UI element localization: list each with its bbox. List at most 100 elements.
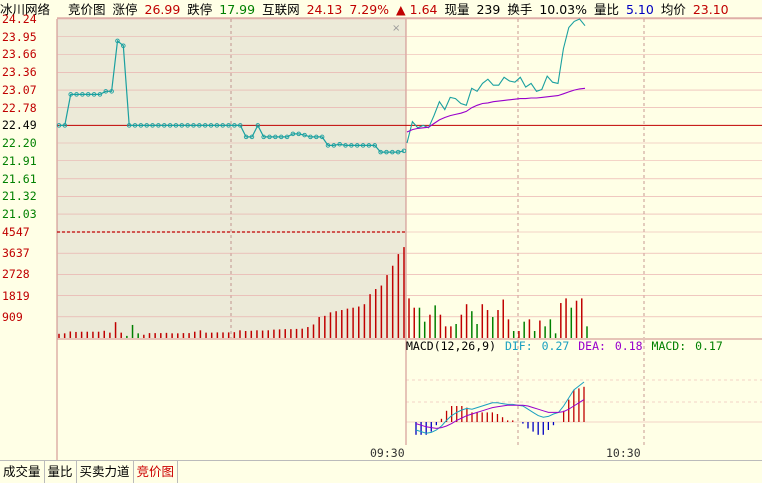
auction-price-point — [121, 43, 126, 48]
auction-price-point — [284, 134, 290, 140]
auction-price-point — [337, 141, 342, 147]
auction-price-point — [144, 123, 149, 128]
auction-price-point — [366, 143, 372, 148]
sector-value: 24.13 — [306, 2, 343, 17]
auction-price-point — [74, 92, 79, 97]
auction-price-point — [308, 134, 313, 140]
price-tick-label: 22.49 — [2, 118, 37, 133]
avg-label: 均价 — [660, 2, 686, 17]
price-tick-label: 23.95 — [2, 29, 37, 44]
auction-price-point — [314, 134, 319, 140]
tab-volume[interactable]: 成交量 — [0, 461, 45, 483]
auction-price-point — [85, 92, 91, 97]
price-tick-label: 21.03 — [2, 207, 37, 222]
auction-price-point — [185, 123, 190, 128]
tab-buy-sell-force[interactable]: 买卖力道 — [77, 461, 134, 483]
auction-price-point — [302, 132, 307, 138]
auction-price-point — [395, 149, 401, 155]
dif-label: DIF: — [504, 339, 533, 353]
dea-label: DEA: — [578, 339, 606, 353]
stock-name: 冰川网络 — [0, 2, 51, 17]
sector-name: 互联网 — [262, 2, 300, 17]
dif-line — [415, 381, 585, 434]
auction-price-point — [109, 89, 114, 94]
auction-price-point — [319, 134, 325, 140]
auction-price-point — [384, 149, 389, 155]
tab-volume-ratio[interactable]: 量比 — [45, 461, 77, 483]
auction-price-point — [132, 123, 138, 128]
macd-value: 0.17 — [695, 339, 723, 353]
auction-price-point — [115, 38, 120, 44]
auction-price-point — [360, 143, 366, 148]
price-tick-label: 21.91 — [2, 153, 37, 168]
auction-price-point — [62, 123, 68, 128]
auction-price-point — [68, 92, 73, 97]
chart-mode: 竞价图 — [68, 2, 106, 17]
volume-tick-label: 909 — [2, 309, 23, 324]
macd-title: MACD(12,26,9) — [406, 339, 497, 353]
auction-price-point — [202, 123, 208, 128]
tab-auction-chart[interactable]: 竞价图 — [134, 461, 179, 483]
auction-price-point — [378, 149, 383, 155]
auction-price-point — [226, 123, 231, 128]
ratio-value: 5.10 — [625, 2, 654, 17]
auction-price-point — [255, 123, 261, 128]
auction-price-point — [278, 134, 284, 140]
auction-price-point — [97, 92, 103, 97]
price-tick-label: 24.24 — [2, 12, 37, 26]
limit-up-value: 26.99 — [144, 2, 181, 17]
auction-price-point — [401, 148, 407, 154]
price-line — [406, 18, 586, 144]
auction-price-point — [191, 123, 196, 128]
auction-price-point — [80, 92, 85, 97]
auction-price-point — [261, 134, 266, 140]
price-tick-label: 23.66 — [2, 47, 37, 62]
turnover-label: 换手 — [507, 2, 533, 17]
auction-price-point — [208, 123, 214, 128]
close-icon[interactable]: × — [392, 23, 401, 34]
auction-price-point — [232, 123, 237, 128]
auction-price-point — [91, 92, 97, 97]
turnover-value: 10.03% — [539, 2, 587, 17]
avg-price-line — [406, 87, 586, 133]
change-arrow-icon: ▲ — [396, 2, 406, 17]
auction-price-point — [179, 123, 185, 128]
auction-price-point — [325, 143, 331, 148]
price-tick-label: 21.61 — [2, 171, 37, 186]
auction-price-point — [173, 123, 179, 128]
price-tick-label: 23.07 — [2, 83, 37, 98]
auction-price-point — [214, 123, 220, 128]
volume-tick-label: 2728 — [2, 267, 30, 282]
auction-price-point — [220, 123, 225, 128]
change-value: 1.64 — [409, 2, 438, 17]
auction-price-point — [296, 131, 301, 137]
price-tick-label: 23.36 — [2, 65, 37, 80]
price-tick-label: 21.32 — [2, 189, 37, 204]
auction-price-point — [156, 123, 161, 128]
auction-price-point — [267, 134, 272, 140]
auction-price-line — [59, 39, 405, 153]
auction-price-point — [343, 143, 348, 148]
auction-price-point — [197, 123, 202, 128]
auction-price-point — [150, 123, 155, 128]
volume-tick-label: 1819 — [2, 288, 30, 303]
auction-price-point — [167, 123, 173, 128]
change-pct: 7.29% — [349, 2, 390, 17]
chart-canvas[interactable] — [0, 0, 762, 460]
auction-price-point — [331, 143, 337, 148]
auction-price-point — [56, 123, 62, 128]
macd-label: MACD: — [651, 339, 687, 353]
quote-header: 冰川网络 竞价图 涨停 26.99 跌停 17.99 互联网 24.13 7.2… — [0, 0, 762, 20]
macd-legend: MACD(12,26,9) DIF: 0.27 DEA: 0.18 MACD: … — [406, 339, 725, 353]
indicator-tabs: 成交量 量比 买卖力道 竞价图 — [0, 460, 762, 483]
auction-region — [57, 19, 406, 338]
volume-tick-label: 3637 — [2, 246, 30, 261]
price-tick-label: 22.78 — [2, 100, 37, 115]
dea-line — [415, 399, 585, 429]
dif-value: 0.27 — [541, 339, 570, 353]
auction-price-point — [243, 134, 249, 140]
limit-down-label: 跌停 — [187, 2, 213, 17]
auction-price-point — [249, 134, 255, 140]
limit-down-value: 17.99 — [219, 2, 256, 17]
auction-price-point — [390, 149, 395, 155]
